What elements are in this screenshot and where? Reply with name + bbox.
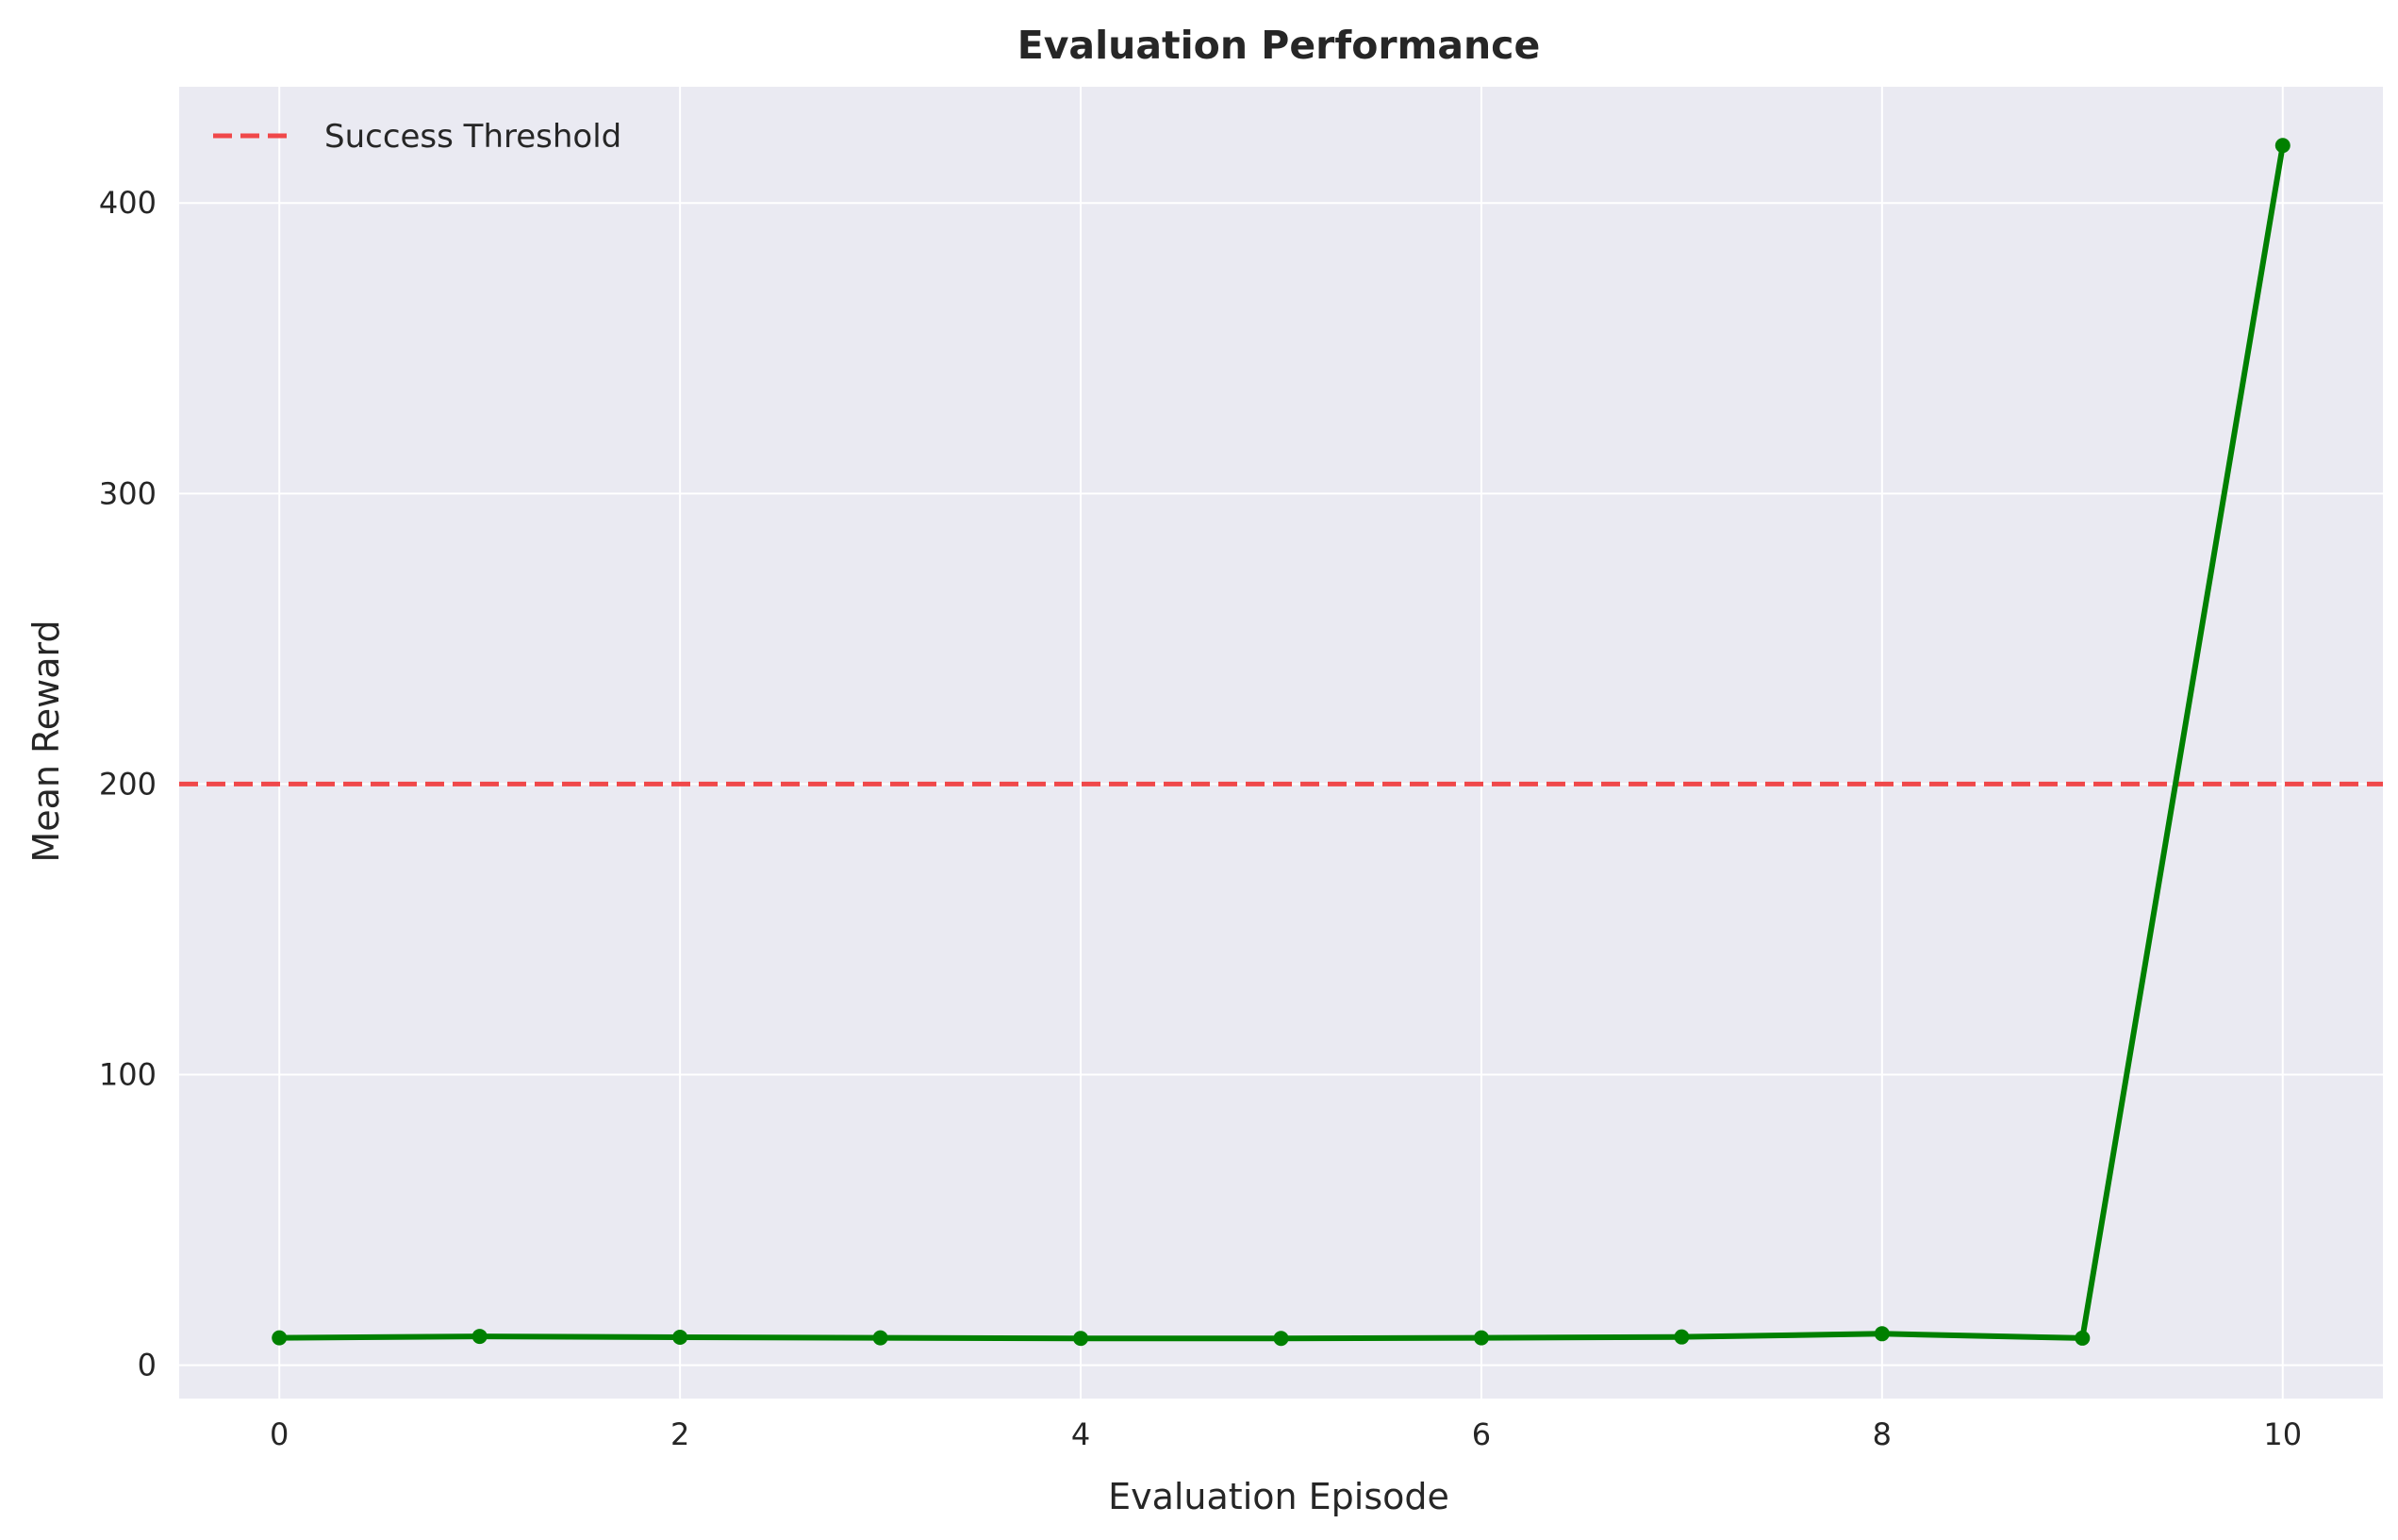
x-tick-label: 4 (1071, 1416, 1090, 1452)
data-point (272, 1330, 288, 1346)
y-tick-label: 100 (99, 1056, 157, 1092)
x-tick-label: 6 (1472, 1416, 1491, 1452)
data-point (1073, 1331, 1089, 1347)
x-tick-label: 2 (670, 1416, 689, 1452)
data-point (872, 1330, 888, 1346)
legend: Success Threshold (213, 118, 621, 156)
x-tick-label: 10 (2263, 1416, 2302, 1452)
data-point (1874, 1326, 1890, 1342)
y-tick-label: 400 (99, 185, 157, 221)
y-tick-label: 200 (99, 766, 157, 802)
data-point (1273, 1331, 1289, 1347)
data-point (2274, 138, 2291, 154)
chart-title: Evaluation Performance (1017, 23, 1541, 68)
data-point (1674, 1329, 1690, 1345)
y-tick-label: 300 (99, 475, 157, 511)
plot-area (179, 87, 2383, 1399)
data-point (672, 1329, 688, 1345)
series-lines (272, 138, 2291, 1347)
data-point (471, 1329, 488, 1345)
x-tick-label: 8 (1873, 1416, 1892, 1452)
data-point (2075, 1330, 2091, 1346)
data-point (1473, 1330, 1489, 1346)
y-tick-label: 0 (138, 1348, 157, 1383)
x-tick-label: 0 (270, 1416, 289, 1452)
y-axis-label: Mean Reward (25, 620, 67, 862)
legend-label-success-threshold: Success Threshold (324, 118, 621, 156)
x-axis-label: Evaluation Episode (1108, 1476, 1449, 1517)
